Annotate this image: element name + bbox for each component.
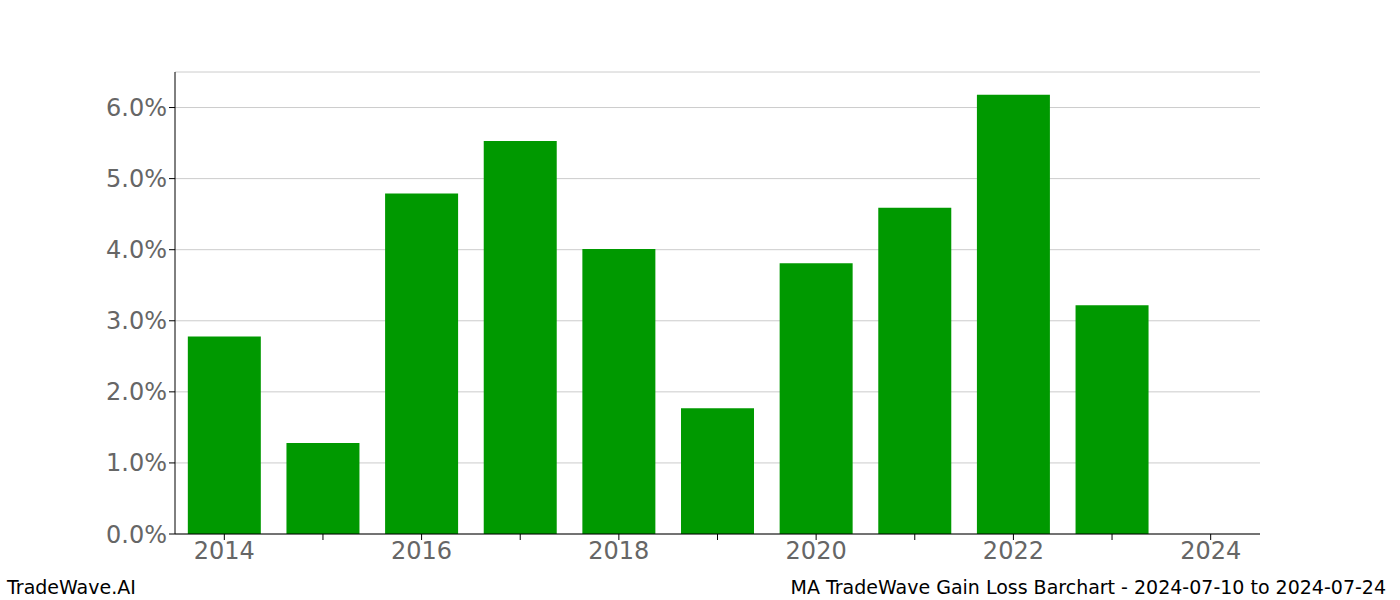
svg-text:2018: 2018 xyxy=(588,537,649,565)
html-text:MA TradeWave Gain Loss Barchar: MA TradeWave Gain Loss Barchart - 2024-0… xyxy=(790,576,1386,598)
svg-text:5.0%: 5.0% xyxy=(106,165,167,193)
html-text:TradeWave.AI: TradeWave.AI xyxy=(7,576,136,598)
svg-text:4.0%: 4.0% xyxy=(106,236,167,264)
svg-text:2.0%: 2.0% xyxy=(106,378,167,406)
svg-text:3.0%: 3.0% xyxy=(106,307,167,335)
svg-text:1.0%: 1.0% xyxy=(106,449,167,477)
svg-text:2014: 2014 xyxy=(194,537,255,565)
svg-text:6.0%: 6.0% xyxy=(106,94,167,122)
svg-text:2024: 2024 xyxy=(1180,537,1241,565)
svg-text:2016: 2016 xyxy=(391,537,452,565)
svg-text:2020: 2020 xyxy=(786,537,847,565)
svg-text:0.0%: 0.0% xyxy=(106,521,167,549)
svg-text:2022: 2022 xyxy=(983,537,1044,565)
